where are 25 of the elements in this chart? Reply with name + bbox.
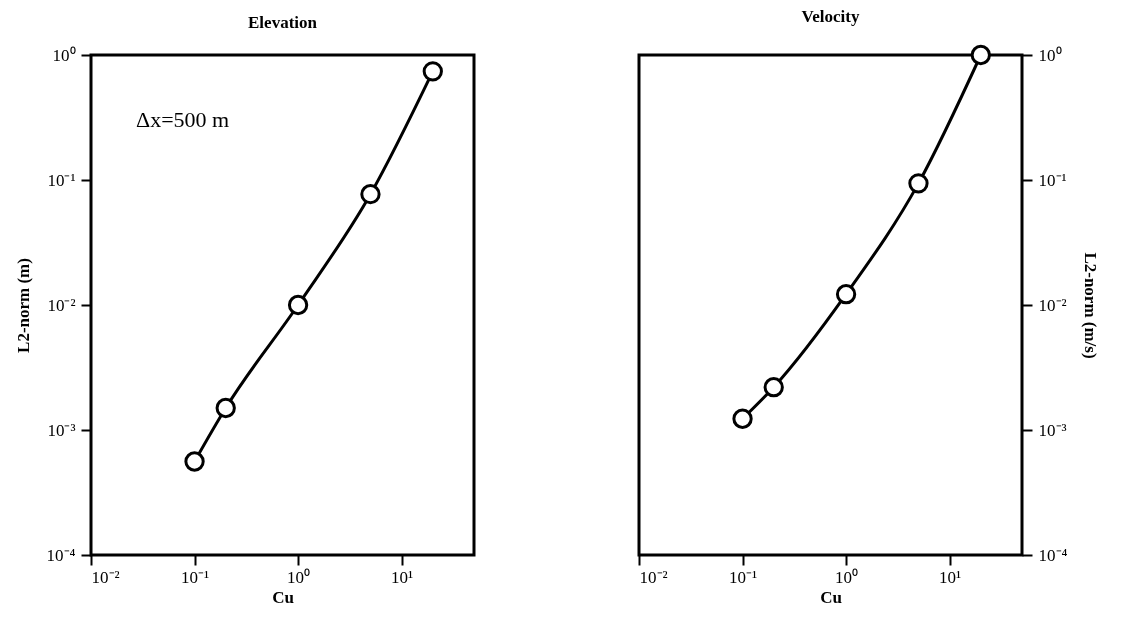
- x-tick-label: 10¹: [391, 567, 414, 587]
- x-tick-label: 10⁻¹: [728, 567, 758, 587]
- x-tick-label: 10¹: [939, 567, 962, 587]
- y-tick-label: 10⁰: [52, 45, 76, 65]
- y-tick-label: 10⁻²: [1038, 295, 1067, 315]
- y-tick-label: 10⁻³: [1038, 420, 1067, 440]
- y-tick-label: 10⁻²: [47, 295, 76, 315]
- x-tick-label: 10⁻¹: [180, 567, 210, 587]
- y-tick-label: 10⁻⁴: [1038, 545, 1068, 565]
- y-axis-title: L2-norm (m): [13, 258, 33, 353]
- y-tick-label: 10⁰: [1038, 45, 1062, 65]
- annotation: Δx=500 m: [136, 107, 230, 132]
- y-axis-title: L2-norm (m/s): [1081, 252, 1101, 359]
- y-tick-label: 10⁻¹: [47, 170, 76, 190]
- chart-title: Elevation: [248, 13, 318, 32]
- x-tick-label: 10⁻²: [91, 567, 120, 587]
- chart-title: Velocity: [801, 7, 860, 27]
- y-tick-label: 10⁻³: [47, 420, 76, 440]
- y-tick-label: 10⁻¹: [1038, 170, 1067, 190]
- x-tick-label: 10⁰: [287, 567, 311, 587]
- x-axis-title: Cu: [820, 587, 842, 607]
- x-tick-label: 10⁰: [835, 567, 859, 587]
- y-tick-label: 10⁻⁴: [46, 545, 76, 565]
- x-axis-title: Cu: [272, 587, 294, 607]
- x-tick-label: 10⁻²: [639, 567, 668, 587]
